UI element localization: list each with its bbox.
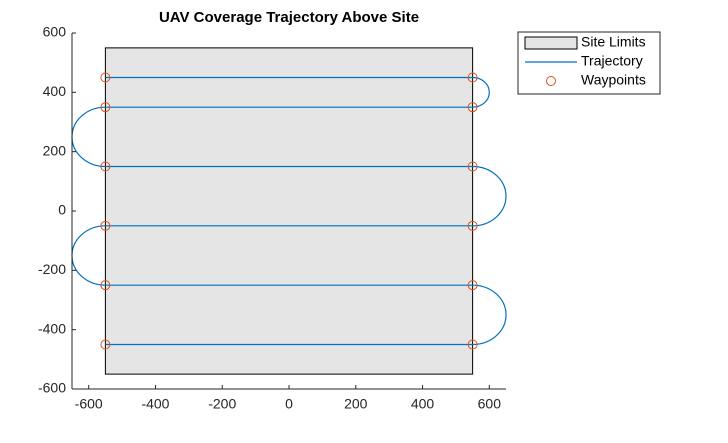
y-tick-label: 400: [43, 83, 67, 99]
legend: Site Limits Trajectory Waypoints: [517, 31, 661, 95]
waypoint: [467, 72, 478, 83]
waypoint: [467, 280, 478, 291]
x-tick-label: 200: [344, 396, 368, 412]
legend-label: Site Limits: [581, 34, 646, 50]
site-limits: [104, 47, 474, 375]
y-tick-label: -600: [38, 380, 66, 396]
waypoint: [467, 161, 478, 172]
x-tick-label: -200: [208, 396, 236, 412]
legend-swatch: [546, 76, 556, 86]
waypoint: [467, 339, 478, 350]
legend-label: Trajectory: [581, 53, 643, 69]
waypoint: [467, 220, 478, 231]
chart-title: UAV Coverage Trajectory Above Site: [159, 9, 419, 26]
waypoint: [100, 102, 111, 113]
waypoint: [100, 161, 111, 172]
y-tick-label: 200: [43, 142, 67, 158]
waypoint: [100, 280, 111, 291]
waypoint: [100, 220, 111, 231]
legend-swatch: [524, 36, 578, 50]
waypoint: [100, 72, 111, 83]
x-tick-label: 0: [285, 396, 293, 412]
y-tick-label: 0: [58, 202, 66, 218]
x-tick-label: 400: [411, 396, 435, 412]
waypoint: [100, 339, 111, 350]
y-tick-label: 600: [43, 24, 67, 40]
waypoint: [467, 102, 478, 113]
legend-label: Waypoints: [581, 72, 646, 88]
x-tick-label: 600: [478, 396, 502, 412]
x-tick-label: -400: [141, 396, 169, 412]
y-tick-label: -400: [38, 320, 66, 336]
y-tick-label: -200: [38, 261, 66, 277]
x-tick-label: -600: [75, 396, 103, 412]
trajectory: [71, 76, 507, 346]
